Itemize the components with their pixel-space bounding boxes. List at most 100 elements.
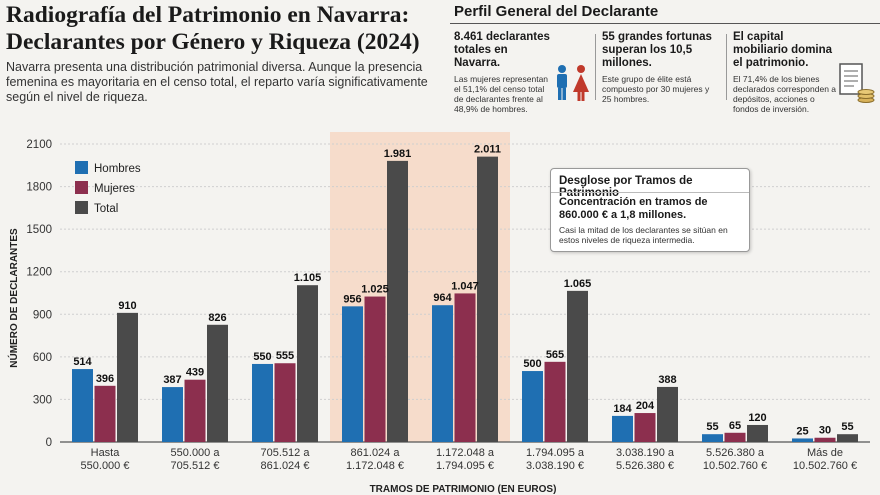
x-tick-label: 550.000 a 705.512 €	[171, 447, 221, 472]
data-label: 500	[523, 358, 541, 370]
data-label: 514	[73, 356, 92, 368]
stat-body: Este grupo de élite está compuesto por 3…	[602, 74, 710, 104]
data-label: 565	[546, 349, 564, 361]
x-tick-label: 3.038.190 a 5.526.380 €	[616, 447, 675, 472]
x-tick-label: 5.526.380 a 10.502.760 €	[703, 447, 767, 472]
bar-total	[297, 285, 318, 442]
data-label: 1.025	[361, 284, 389, 296]
callout-title: Desglose por Tramos de Patrimonio	[559, 175, 693, 199]
bar-mujeres	[544, 361, 566, 442]
bar-hombres	[702, 434, 723, 442]
chart-title: Radiografía del Patrimonio en Navarra: D…	[6, 2, 420, 55]
bar-total	[477, 156, 498, 442]
legend-label: Total	[94, 203, 118, 215]
y-tick-label: 1800	[26, 182, 52, 194]
y-tick-label: 2100	[26, 139, 52, 151]
x-axis-label: TRAMOS DE PATRIMONIO (EN EUROS)	[370, 484, 557, 495]
x-tick-label: 1.794.095 a 3.038.190 €	[526, 447, 585, 472]
stat-capital-mobiliario: El capital mobiliario domina el patrimon…	[733, 31, 841, 114]
stat-total-declarantes: 8.461 declarantes totales en Navarra. La…	[454, 31, 554, 114]
data-label: 1.105	[294, 272, 322, 284]
y-tick-label: 1200	[26, 267, 52, 279]
bar-hombres	[792, 438, 813, 442]
document-coins-icon	[839, 63, 875, 103]
y-tick-label: 600	[33, 352, 52, 364]
stat-separator	[595, 34, 596, 100]
legend-swatch	[75, 161, 88, 174]
profile-title: Perfil General del Declarante	[454, 3, 659, 20]
y-tick-label: 900	[33, 309, 52, 321]
bar-mujeres	[94, 385, 116, 442]
y-axis-label: NÚMERO DE DECLARANTES	[7, 228, 20, 368]
data-label: 65	[729, 420, 741, 432]
bar-mujeres	[454, 293, 476, 442]
data-label: 388	[658, 374, 676, 386]
data-label: 555	[276, 350, 294, 362]
bar-chart: 0 300 600 900 1200 1500 1800 2100 514 396 910 Hast…	[7, 132, 870, 495]
bar-total	[747, 424, 768, 442]
data-label: 387	[163, 374, 181, 386]
profile-divider	[450, 23, 880, 24]
data-label: 1.981	[384, 148, 412, 160]
y-tick-label: 300	[33, 394, 52, 406]
data-label: 55	[841, 421, 853, 433]
people-icon	[557, 65, 589, 101]
stat-grandes-fortunas: 55 grandes fortunas superan los 10,5 mil…	[602, 31, 720, 104]
bar-total	[207, 324, 228, 442]
data-label: 396	[96, 373, 114, 385]
bar-hombres	[612, 415, 633, 442]
stat-body: Las mujeres representan el 51,1% del cen…	[454, 74, 549, 114]
profile-panel: Perfil General del Declarante 8.461 decl…	[450, 0, 880, 114]
bar-hombres	[522, 371, 543, 442]
bar-mujeres	[184, 379, 206, 442]
y-tick-label: 0	[46, 437, 52, 449]
bar-total	[837, 434, 858, 442]
bar-mujeres	[814, 437, 836, 442]
bar-total	[567, 290, 588, 442]
chart-subtitle: Navarra presenta una distribución patrim…	[6, 60, 428, 104]
legend-label: Hombres	[94, 163, 141, 175]
stat-head: 55 grandes fortunas superan los 10,5 mil…	[602, 31, 712, 69]
x-tick-label: Más de 10.502.760 €	[793, 447, 857, 472]
bar-total	[387, 160, 408, 442]
legend-swatch	[75, 201, 88, 214]
bar-hombres	[72, 369, 93, 442]
x-tick-label: 705.512 a 861.024 €	[261, 447, 311, 472]
bar-mujeres	[274, 363, 296, 442]
bar-total	[657, 386, 678, 442]
data-label: 964	[433, 292, 452, 304]
bar-mujeres	[634, 413, 656, 442]
bar-mujeres	[364, 296, 386, 442]
stat-body: El 71,4% de los bienes declarados corres…	[733, 74, 837, 114]
stat-head: 8.461 declarantes totales en Navarra.	[454, 31, 550, 69]
callout-divider	[551, 192, 749, 193]
legend-swatch	[75, 181, 88, 194]
callout-headline: Concentración en tramos de 860.000 € a 1…	[559, 196, 708, 221]
data-label: 120	[748, 412, 766, 424]
callout-body: Casi la mitad de los declarantes se sitú…	[559, 225, 728, 245]
bar-total	[117, 312, 138, 442]
data-label: 910	[118, 300, 136, 312]
data-label: 25	[796, 425, 808, 437]
bar-hombres	[342, 306, 363, 442]
data-label: 184	[613, 403, 632, 415]
bar-mujeres	[724, 432, 746, 442]
data-label: 550	[253, 351, 271, 363]
data-label: 826	[208, 312, 226, 324]
data-label: 2.011	[474, 144, 501, 156]
callout-box: Desglose por Tramos de Patrimonio Concen…	[550, 168, 750, 252]
stat-head: El capital mobiliario domina el patrimon…	[733, 31, 833, 69]
legend-label: Mujeres	[94, 183, 135, 195]
y-tick-label: 1500	[26, 224, 52, 236]
stat-separator	[726, 34, 727, 100]
data-label: 1.065	[564, 278, 592, 290]
data-label: 956	[343, 293, 361, 305]
data-label: 204	[636, 400, 655, 412]
x-tick-label: 1.172.048 a 1.794.095 €	[436, 447, 495, 472]
bar-hombres	[162, 387, 183, 442]
data-label: 30	[819, 425, 831, 437]
x-tick-label: 861.024 a 1.172.048 €	[346, 447, 404, 472]
data-label: 1.047	[451, 280, 479, 292]
bar-hombres	[252, 363, 273, 442]
data-label: 439	[186, 367, 204, 379]
